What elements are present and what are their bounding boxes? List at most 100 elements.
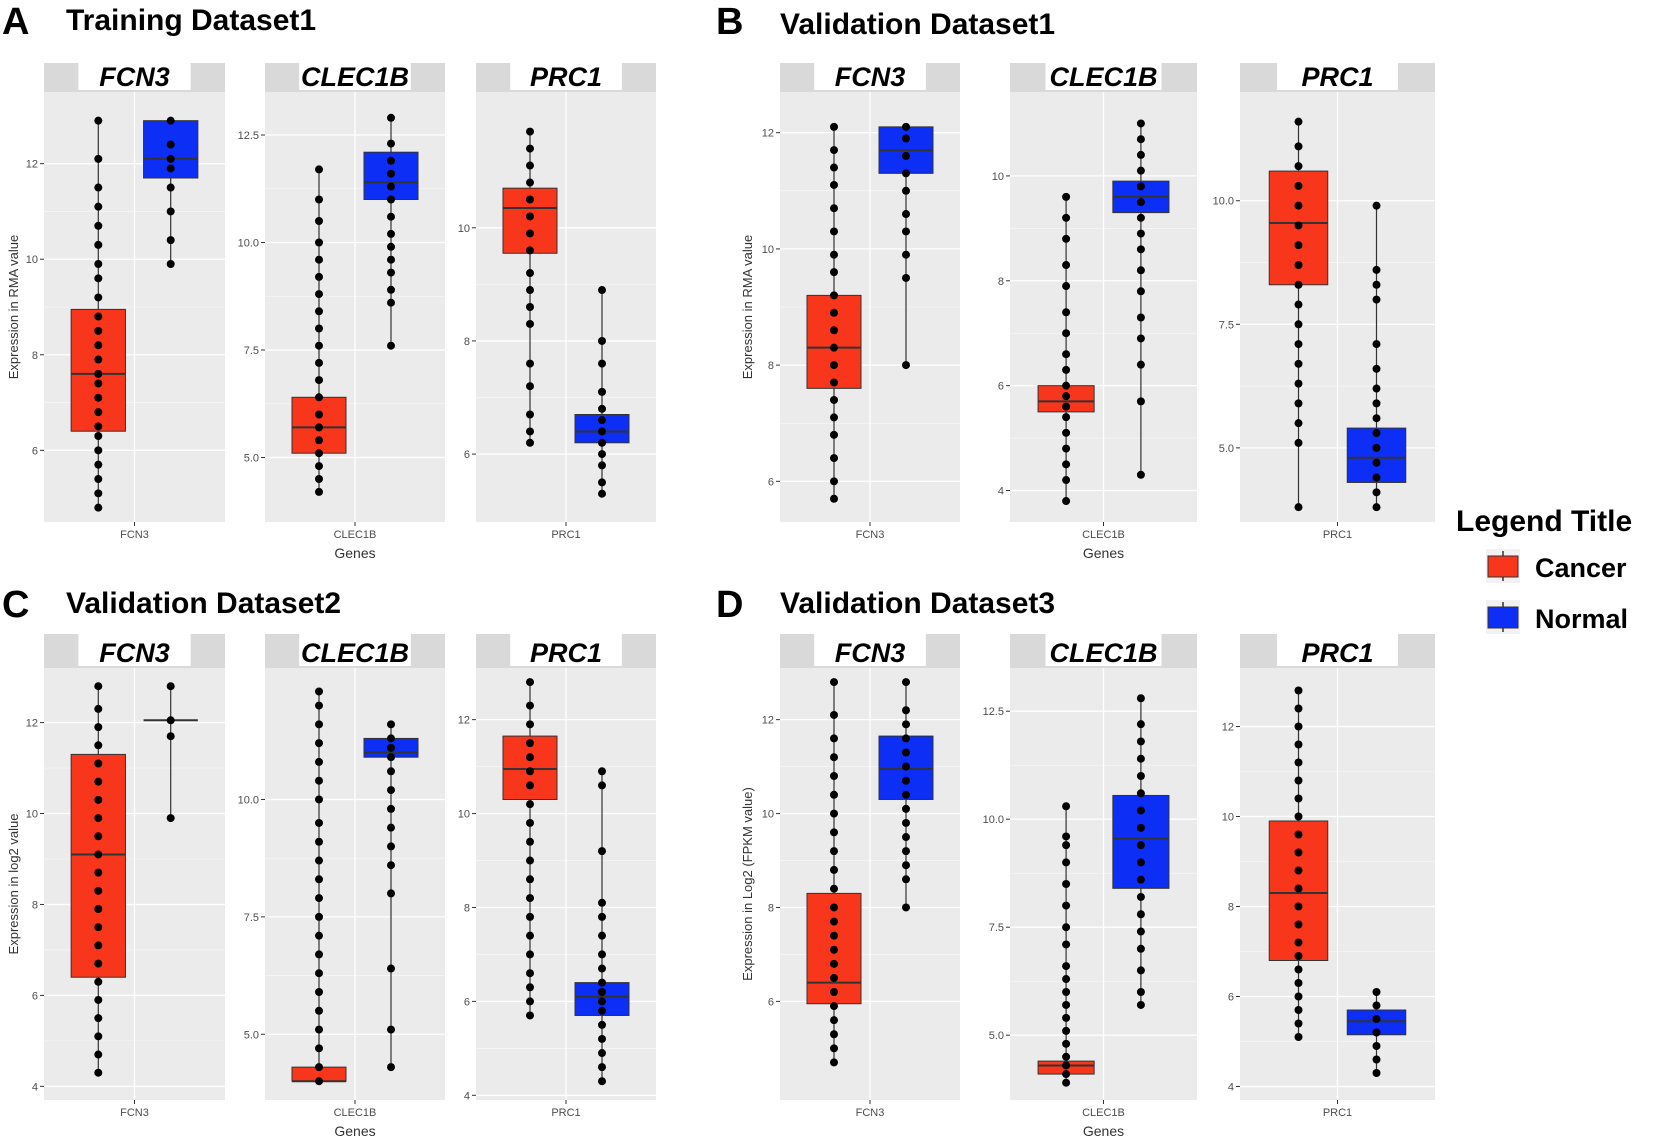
data-point <box>902 847 910 856</box>
data-point <box>315 487 323 496</box>
data-point <box>1372 295 1381 304</box>
y-tick-label: 8 <box>464 336 470 348</box>
data-point <box>1372 1001 1381 1010</box>
data-point <box>1294 965 1303 974</box>
legend-label-normal: Normal <box>1535 604 1628 634</box>
data-point <box>94 446 103 455</box>
data-point <box>598 336 606 345</box>
y-tick-label: 12.5 <box>238 130 259 142</box>
data-point <box>315 912 323 921</box>
data-point <box>387 182 395 191</box>
y-tick-label: 7.5 <box>244 912 259 924</box>
facet-prc1: PRC1 4 6 8 10 12 PRC1 <box>1222 630 1435 1119</box>
data-point <box>94 460 103 469</box>
box-cancer <box>291 165 347 496</box>
data-point <box>94 1014 103 1023</box>
data-point <box>1136 944 1145 953</box>
panels-layer: A Training Dataset1 Expression in RMA valu… <box>2 1 1435 1139</box>
facet-strip-label: PRC1 <box>530 638 602 668</box>
data-point <box>1136 313 1145 322</box>
data-point <box>598 1063 606 1072</box>
data-point <box>1062 428 1071 437</box>
data-point <box>1136 287 1145 296</box>
data-point <box>94 293 103 302</box>
data-point <box>526 427 534 436</box>
panel-title: Training Dataset1 <box>66 4 316 37</box>
data-point <box>830 146 838 155</box>
data-point <box>1294 142 1303 151</box>
data-point <box>1136 720 1145 729</box>
data-point <box>94 1050 103 1059</box>
data-point <box>830 227 838 236</box>
data-point <box>315 969 323 978</box>
panel-a: A Training Dataset1 Expression in RMA valu… <box>2 1 656 561</box>
data-point <box>166 140 175 149</box>
data-point <box>1136 245 1145 254</box>
data-point <box>526 969 534 978</box>
data-point <box>598 847 606 856</box>
facet-strip-label-bg <box>1277 630 1398 666</box>
data-point <box>315 988 323 996</box>
data-point <box>902 361 910 370</box>
data-point <box>315 1025 323 1034</box>
y-tick-label: 10.0 <box>1213 196 1234 208</box>
data-point <box>94 777 103 786</box>
box-cancer <box>806 678 862 1067</box>
data-point <box>526 269 534 278</box>
data-point <box>830 180 838 189</box>
data-point <box>526 875 534 884</box>
data-point <box>1372 1015 1381 1023</box>
data-point <box>830 494 838 503</box>
data-point <box>387 229 395 238</box>
panel-c: C Validation Dataset2 Expression in log2 v… <box>2 584 656 1139</box>
facet-strip-label: CLEC1B <box>301 638 409 668</box>
data-point <box>166 116 175 125</box>
data-point <box>94 977 103 986</box>
facet-strip-label-bg <box>78 630 191 666</box>
data-point <box>830 454 838 463</box>
data-point <box>1136 229 1145 238</box>
y-tick-label: 12 <box>762 128 774 140</box>
data-point <box>1136 772 1145 780</box>
data-point <box>315 423 323 432</box>
data-point <box>387 255 395 264</box>
data-point <box>526 246 534 255</box>
facet-prc1: PRC1 5.0 7.5 10.0 PRC1 <box>1213 59 1435 541</box>
data-point <box>830 268 838 277</box>
data-point <box>830 734 838 743</box>
data-point <box>1136 858 1145 867</box>
data-point <box>526 678 534 687</box>
y-tick-label: 8 <box>32 350 38 362</box>
data-point <box>1372 1069 1381 1077</box>
data-point <box>1062 940 1071 949</box>
data-point <box>166 732 175 741</box>
data-point <box>94 759 103 768</box>
data-point <box>315 1077 323 1086</box>
data-point <box>1062 1026 1071 1035</box>
data-point <box>902 748 910 757</box>
data-point <box>902 186 910 195</box>
data-point <box>387 139 395 148</box>
box-normal <box>878 678 934 912</box>
legend-swatch-normal <box>1487 606 1519 629</box>
data-point <box>315 701 323 710</box>
data-point <box>1294 758 1303 767</box>
box-cancer <box>1268 117 1329 512</box>
panel-title: Validation Dataset3 <box>780 587 1055 620</box>
data-point <box>94 326 103 335</box>
y-tick-label: 5.0 <box>989 1030 1004 1042</box>
data-point <box>830 308 838 317</box>
data-point <box>94 1032 103 1041</box>
data-point <box>387 734 395 743</box>
data-point <box>315 931 323 940</box>
data-point <box>598 478 606 487</box>
data-point <box>1294 992 1303 1001</box>
panel-letter: D <box>716 584 743 626</box>
data-point <box>1294 379 1303 388</box>
y-tick-label: 4 <box>32 1081 38 1093</box>
legend-item-normal: Normal <box>1486 600 1628 634</box>
data-point <box>387 169 395 178</box>
data-point <box>315 950 323 959</box>
data-point <box>526 144 534 153</box>
data-point <box>1062 497 1071 506</box>
